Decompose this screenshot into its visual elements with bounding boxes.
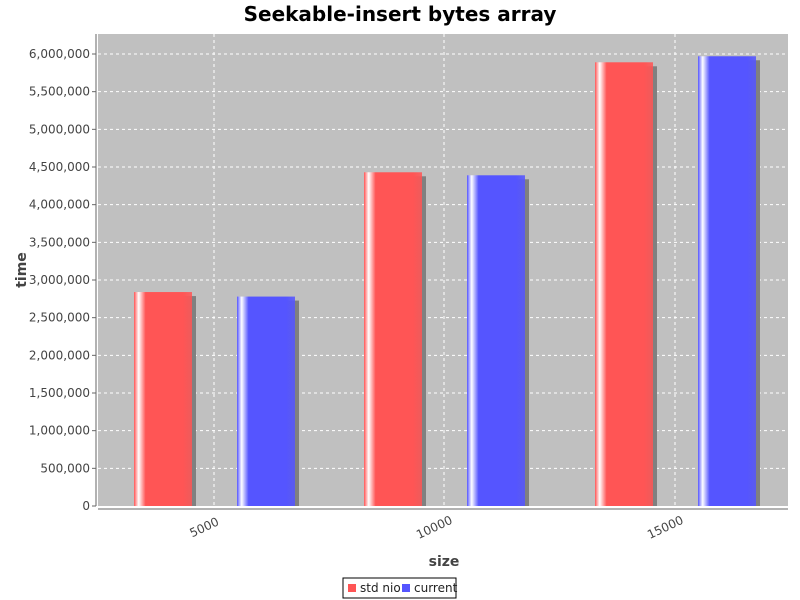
x-tick-label: 10000 bbox=[414, 513, 455, 542]
grid-lines bbox=[98, 34, 788, 506]
x-axis: 5000 10000 15000 bbox=[98, 508, 788, 542]
x-tick-label: 15000 bbox=[645, 513, 686, 542]
legend-swatch-std-nio bbox=[348, 584, 356, 592]
legend-box bbox=[342, 577, 457, 599]
bars bbox=[134, 56, 760, 507]
y-tick-label: 4,000,000 bbox=[29, 198, 90, 212]
y-tick-label: 5,000,000 bbox=[29, 122, 90, 136]
legend: std nio current bbox=[342, 577, 458, 599]
bar-std-nio-10000 bbox=[364, 172, 422, 507]
x-tick-label: 5000 bbox=[188, 515, 222, 541]
bar-current-5000 bbox=[237, 296, 295, 506]
y-tick-label: 1,500,000 bbox=[29, 386, 90, 400]
bar-current-15000 bbox=[698, 56, 756, 506]
bar-current-10000 bbox=[467, 175, 525, 506]
y-tick-label: 3,500,000 bbox=[29, 235, 90, 249]
bar-std-nio-5000 bbox=[134, 292, 192, 506]
x-axis-label: size bbox=[429, 554, 460, 570]
y-tick-label: 6,000,000 bbox=[29, 47, 90, 61]
y-tick-label: 2,500,000 bbox=[29, 311, 90, 325]
legend-label-current: current bbox=[414, 581, 458, 595]
chart-title: Seekable-insert bytes array bbox=[244, 2, 557, 26]
plot-background bbox=[98, 34, 788, 506]
bar-std-nio-15000 bbox=[595, 62, 653, 506]
y-tick-label: 500,000 bbox=[40, 461, 90, 475]
y-tick-label: 1,000,000 bbox=[29, 424, 90, 438]
y-tick-label: 0 bbox=[82, 499, 90, 513]
y-tick-label: 5,500,000 bbox=[29, 85, 90, 99]
legend-swatch-current bbox=[402, 584, 410, 592]
y-axis: 0 500,000 1,000,000 1,500,000 2,000,000 2,500… bbox=[29, 34, 97, 513]
y-tick-label: 4,500,000 bbox=[29, 160, 90, 174]
y-axis-label: time bbox=[14, 252, 30, 288]
y-tick-label: 3,000,000 bbox=[29, 273, 90, 287]
y-tick-label: 2,000,000 bbox=[29, 348, 90, 362]
legend-label-std-nio: std nio bbox=[360, 581, 401, 595]
